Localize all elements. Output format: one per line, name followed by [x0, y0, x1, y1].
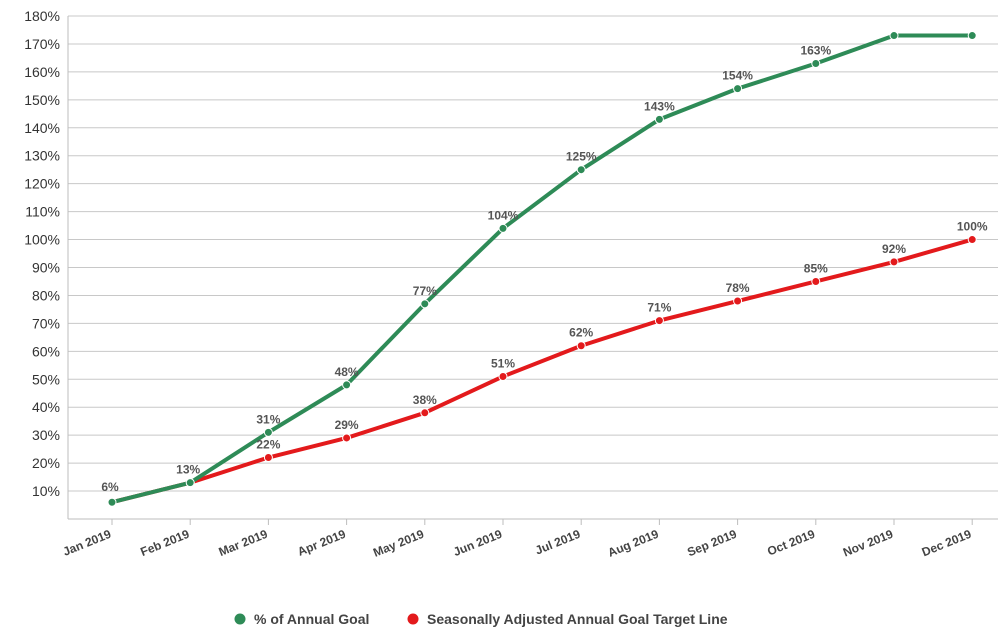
x-tick-label: Apr 2019: [295, 527, 348, 559]
data-point-annual-goal: [263, 427, 273, 437]
x-tick-label: Jul 2019: [533, 527, 582, 558]
y-tick-label: 150%: [24, 92, 60, 108]
legend-label-annual-goal: % of Annual Goal: [254, 611, 369, 627]
y-tick-label: 10%: [32, 483, 60, 499]
x-tick-label: Nov 2019: [841, 527, 895, 560]
y-tick-label: 90%: [32, 260, 60, 276]
data-point-annual-goal: [185, 478, 195, 488]
data-label-target-line: 100%: [957, 220, 988, 234]
legend-marker-target-line: [407, 613, 419, 625]
data-label-target-line: 22%: [256, 438, 280, 452]
y-tick-label: 130%: [24, 148, 60, 164]
data-point-annual-goal: [342, 380, 352, 390]
data-point-annual-goal: [498, 223, 508, 233]
data-point-target-line: [263, 453, 273, 463]
y-tick-label: 140%: [24, 120, 60, 136]
data-label-annual-goal: 31%: [256, 412, 280, 426]
x-tick-label: Aug 2019: [606, 527, 661, 560]
x-tick-label: Oct 2019: [765, 527, 817, 559]
data-label-target-line: 29%: [335, 418, 359, 432]
x-tick-label: May 2019: [371, 527, 426, 560]
data-point-target-line: [889, 257, 899, 267]
data-point-target-line: [733, 296, 743, 306]
data-point-annual-goal: [967, 31, 977, 41]
x-tick-label: Dec 2019: [920, 527, 974, 560]
legend-label-target-line: Seasonally Adjusted Annual Goal Target L…: [427, 611, 728, 627]
data-point-annual-goal: [420, 299, 430, 309]
y-tick-label: 70%: [32, 315, 60, 331]
x-tick-label: Mar 2019: [217, 527, 270, 559]
data-point-target-line: [967, 235, 977, 245]
data-label-target-line: 92%: [882, 242, 906, 256]
data-point-annual-goal: [107, 497, 117, 507]
data-label-annual-goal: 13%: [176, 463, 200, 477]
data-label-annual-goal: 163%: [800, 44, 831, 58]
data-point-annual-goal: [733, 84, 743, 94]
data-label-annual-goal: 6%: [101, 480, 119, 494]
data-label-target-line: 85%: [804, 261, 828, 275]
data-label-target-line: 78%: [726, 281, 750, 295]
x-tick-label: Jun 2019: [451, 527, 504, 559]
y-tick-label: 120%: [24, 176, 60, 192]
data-label-target-line: 71%: [647, 301, 671, 315]
series-line-target-line: [110, 237, 975, 505]
data-label-annual-goal: 125%: [566, 150, 597, 164]
data-point-target-line: [811, 276, 821, 286]
y-tick-label: 80%: [32, 287, 60, 303]
y-tick-label: 180%: [24, 8, 60, 24]
data-label-target-line: 51%: [491, 356, 515, 370]
y-tick-label: 110%: [25, 204, 60, 220]
data-point-annual-goal: [576, 165, 586, 175]
data-point-target-line: [420, 408, 430, 418]
data-point-annual-goal: [811, 59, 821, 69]
data-label-annual-goal: 77%: [413, 284, 437, 298]
y-tick-label: 170%: [24, 36, 60, 52]
data-point-target-line: [498, 371, 508, 381]
data-point-annual-goal: [654, 114, 664, 124]
data-point-annual-goal: [889, 31, 899, 41]
y-tick-label: 30%: [32, 427, 60, 443]
x-tick-label: Jan 2019: [61, 527, 114, 559]
data-label-annual-goal: 143%: [644, 99, 675, 113]
data-point-target-line: [576, 341, 586, 351]
data-point-target-line: [342, 433, 352, 443]
x-tick-label: Feb 2019: [138, 527, 191, 559]
data-label-annual-goal: 48%: [335, 365, 359, 379]
y-tick-label: 60%: [32, 343, 60, 359]
x-tick-label: Sep 2019: [685, 527, 739, 560]
legend-marker-annual-goal: [234, 613, 246, 625]
y-tick-label: 100%: [24, 232, 60, 248]
data-label-annual-goal: 154%: [722, 69, 753, 83]
data-point-target-line: [654, 316, 664, 326]
data-label-target-line: 38%: [413, 393, 437, 407]
series-line-annual-goal: [110, 33, 975, 505]
data-label-target-line: 62%: [569, 326, 593, 340]
y-tick-label: 50%: [32, 371, 60, 387]
y-tick-label: 40%: [32, 399, 60, 415]
y-tick-label: 20%: [32, 455, 60, 471]
y-tick-label: 160%: [24, 64, 60, 80]
data-label-annual-goal: 104%: [488, 208, 519, 222]
